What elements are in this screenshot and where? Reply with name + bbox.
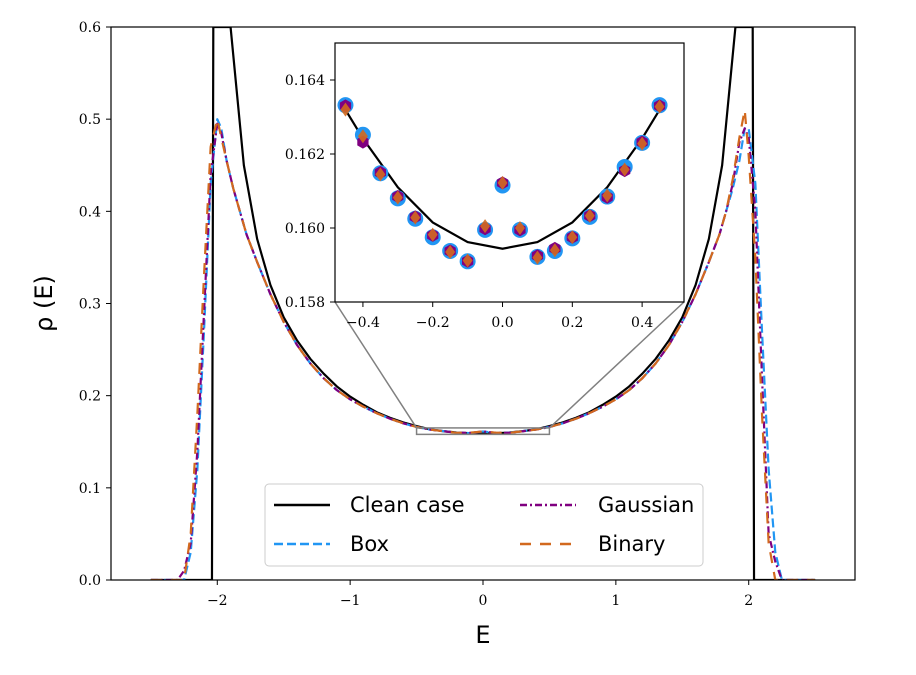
- inset-point-binary: [602, 188, 613, 203]
- inset-point-binary: [619, 162, 630, 177]
- inset-point-binary: [549, 243, 560, 258]
- inset-point-binary: [532, 250, 543, 265]
- x-axis-ticks: −2 −1 0 1 2: [207, 580, 753, 609]
- y-axis-label: ρ (E): [30, 275, 58, 332]
- inset-point-binary: [375, 167, 386, 182]
- inset-point-binary: [514, 221, 525, 235]
- x-tick-label: −1: [340, 593, 361, 609]
- inset-series-group: [337, 97, 668, 270]
- legend-label-clean-case: Clean case: [350, 493, 465, 517]
- zoom-connector-left: [334, 301, 418, 429]
- y-tick-label: 0.0: [79, 573, 101, 589]
- inset-point-binary: [654, 99, 665, 114]
- main-plot: −2 −1 0 1 2 0.0 0.1 0.2 0.3 0.4 0.5 0.6 E ρ (E): [30, 20, 856, 649]
- x-tick-label: −2: [207, 593, 228, 609]
- x-tick-label: 1: [611, 593, 620, 609]
- series-line-binary: [150, 108, 816, 580]
- main-series-group: [150, 27, 816, 580]
- inset-x-axis-ticks: −0.4 −0.2 0.0 0.2 0.4: [346, 302, 653, 331]
- inset-point-binary: [357, 129, 368, 144]
- x-tick-label: 2: [744, 593, 753, 609]
- inset-point-binary: [462, 253, 473, 268]
- inset-plot-frame: [334, 42, 685, 303]
- inset-y-tick-label: 0.162: [285, 147, 325, 163]
- series-line-clean-case: [150, 27, 816, 580]
- inset-x-tick-label: 0.0: [491, 315, 513, 331]
- zoom-region-box: [415, 427, 551, 436]
- inset-x-tick-label: 0.2: [561, 315, 583, 331]
- legend-box: [264, 483, 704, 567]
- inset-point-binary: [567, 230, 578, 245]
- y-tick-label: 0.3: [79, 297, 101, 313]
- inset-point-binary: [584, 208, 595, 223]
- y-axis-ticks: 0.0 0.1 0.2 0.3 0.4 0.5 0.6: [79, 20, 111, 589]
- inset-y-axis-ticks: 0.158 0.160 0.162 0.164: [285, 73, 335, 311]
- inset-y-tick-label: 0.158: [285, 295, 325, 311]
- inset-point-binary: [497, 175, 508, 190]
- x-axis-label: E: [475, 621, 490, 649]
- legend: Clean case Box Gaussian Binary: [264, 483, 704, 567]
- x-tick-label: 0: [479, 593, 488, 609]
- inset-x-tick-label: 0.4: [631, 315, 653, 331]
- zoom-connector-right: [548, 301, 685, 429]
- inset-point-binary: [410, 210, 421, 225]
- legend-label-gaussian: Gaussian: [598, 493, 694, 517]
- y-tick-label: 0.4: [79, 204, 101, 220]
- y-tick-label: 0.1: [79, 481, 101, 497]
- y-tick-label: 0.6: [79, 20, 101, 36]
- inset-x-tick-label: −0.4: [346, 315, 380, 331]
- inset-point-binary: [427, 227, 438, 242]
- inset-connector-lines: [334, 301, 685, 436]
- inset-point-binary: [480, 219, 491, 234]
- y-tick-label: 0.2: [79, 389, 101, 405]
- inset-plot: −0.4 −0.2 0.0 0.2 0.4 0.158 0.160 0.162 0.164: [285, 42, 685, 331]
- legend-label-binary: Binary: [598, 532, 665, 556]
- y-tick-label: 0.5: [79, 112, 101, 128]
- inset-y-tick-label: 0.164: [285, 73, 325, 89]
- inset-point-binary: [340, 102, 351, 117]
- legend-label-box: Box: [350, 532, 389, 556]
- inset-x-tick-label: −0.2: [416, 315, 450, 331]
- inset-y-tick-label: 0.160: [285, 221, 325, 237]
- inset-point-binary: [445, 245, 456, 260]
- inset-point-binary: [392, 190, 403, 205]
- inset-point-binary: [637, 136, 648, 151]
